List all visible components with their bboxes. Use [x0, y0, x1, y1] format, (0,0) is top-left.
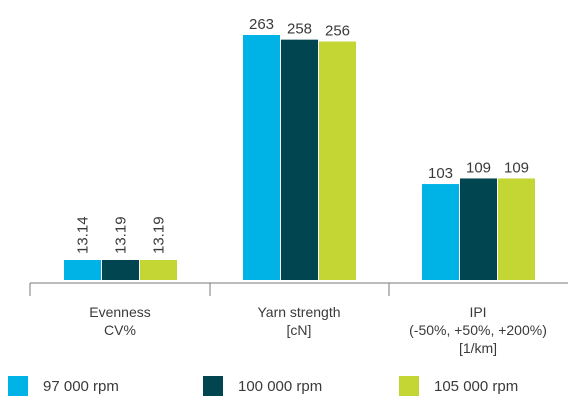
bar	[319, 41, 356, 281]
data-label: 13.19	[113, 216, 130, 254]
data-label: 258	[287, 21, 312, 38]
bar	[102, 260, 139, 280]
bar	[281, 39, 318, 281]
legend-label: 105 000 rpm	[434, 378, 518, 395]
bar	[422, 184, 459, 280]
data-label: 109	[504, 159, 529, 176]
bar	[243, 35, 280, 280]
category-labels-group: Evenness CV% Yarn strength [cN] IPI (-50%, +5…	[89, 304, 547, 356]
legend-swatch	[399, 376, 419, 396]
bars-group	[64, 35, 535, 281]
data-labels-group: 13.14 13.19 13.19 263 258 256 103 109 109	[75, 16, 530, 254]
data-label: 103	[428, 165, 453, 182]
category-label: Yarn strength	[257, 304, 340, 320]
bar	[140, 260, 177, 280]
category-label: IPI	[469, 304, 486, 320]
legend-swatch	[8, 376, 28, 396]
category-label: Evenness	[89, 304, 150, 320]
data-label: 109	[466, 159, 491, 176]
category-label: CV%	[104, 322, 136, 338]
legend: 97 000 rpm 100 000 rpm 105 000 rpm	[8, 376, 518, 396]
data-label: 13.14	[75, 216, 92, 254]
data-label: 13.19	[151, 216, 168, 254]
bar	[498, 178, 535, 280]
category-label: (-50%, +50%, +200%)	[409, 322, 547, 338]
data-label: 263	[249, 16, 274, 33]
bar	[460, 178, 497, 280]
legend-label: 97 000 rpm	[43, 378, 119, 395]
category-label: [1/km]	[459, 340, 497, 356]
legend-swatch	[203, 376, 223, 396]
category-label: [cN]	[287, 322, 312, 338]
legend-label: 100 000 rpm	[238, 378, 322, 395]
bar	[64, 260, 101, 280]
data-label: 256	[325, 23, 350, 40]
